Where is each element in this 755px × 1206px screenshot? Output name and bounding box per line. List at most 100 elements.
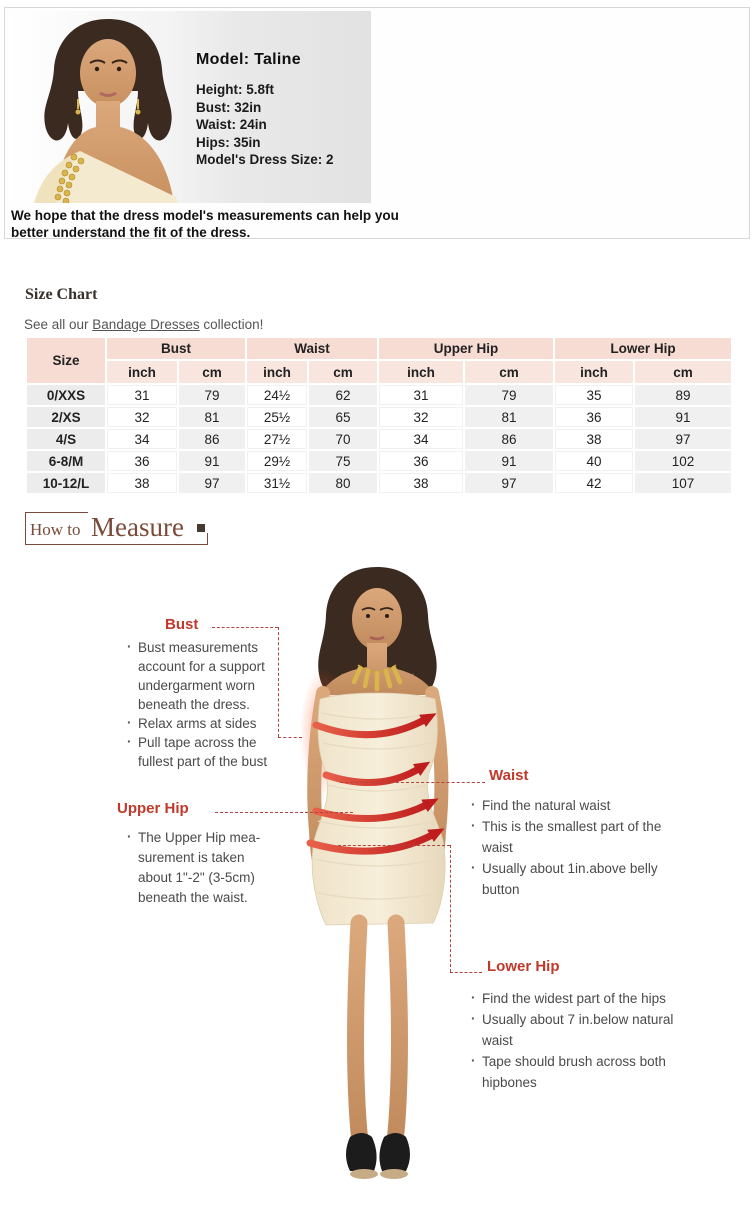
measure-tip: Relax arms at sides [126,713,276,733]
value-cell: 107 [635,473,731,493]
unit-header: cm [465,361,553,383]
value-cell: 89 [635,385,731,405]
table-header-row-1: Size Bust Waist Upper Hip Lower Hip [27,338,731,383]
value-cell: 91 [465,451,553,471]
unit-header: inch [247,361,307,383]
bandage-dresses-link[interactable]: Bandage Dresses [92,317,200,332]
value-cell: 62 [309,385,377,405]
group-header: Upper Hip [379,338,553,359]
measure-tip: Find the widest part of the hips [470,987,675,1009]
lower-hip-connector-v [450,845,451,972]
value-cell: 91 [635,407,731,427]
value-cell: 81 [179,407,245,427]
value-cell: 35 [555,385,633,405]
unit-header: inch [555,361,633,383]
value-cell: 31 [379,385,463,405]
size-cell: 4/S [27,429,105,449]
value-cell: 31½ [247,473,307,493]
value-cell: 40 [555,451,633,471]
measure-tip: The Upper Hip mea-surement is taken abou… [126,827,278,908]
model-photo-illustration [34,19,178,203]
intro-prefix: See all our [24,317,93,332]
value-cell: 36 [555,407,633,427]
measure-tip: Find the natural waist [470,794,665,816]
size-cell: 0/XXS [27,385,105,405]
value-cell: 29½ [247,451,307,471]
measure-tip: This is the smallest part of the waist [470,815,665,858]
model-box-caption: We hope that the dress model's measureme… [11,208,399,240]
value-cell: 97 [465,473,553,493]
size-chart-heading: Size Chart [25,286,98,303]
unit-header: inch [107,361,177,383]
upper-hip-arrow [312,798,439,822]
upper-hip-tips: The Upper Hip mea-surement is taken abou… [126,827,278,908]
model-bust: Bust: 32in [196,99,262,115]
group-header: Lower Hip [555,338,731,359]
value-cell: 79 [465,385,553,405]
measure-tip: Usually about 7 in.below natural waist [470,1008,675,1051]
value-cell: 38 [555,429,633,449]
table-row: 0/XXS 31 79 24½ 62 31 79 35 89 [27,385,731,405]
measure-tip: Usually about 1in.above belly button [470,857,665,900]
value-cell: 81 [465,407,553,427]
value-cell: 97 [635,429,731,449]
size-cell: 2/XS [27,407,105,427]
value-cell: 32 [107,407,177,427]
model-info-box: Model: Taline Height: 5.8ft Bust: 32in W… [4,7,750,240]
table-header-row-2: inch cm inch cm inch cm inch cm [27,361,731,383]
heading-border-left [25,512,26,545]
value-cell: 86 [179,429,245,449]
waist-connector [340,782,485,783]
how-to-text: How to [30,520,81,539]
value-cell: 86 [465,429,553,449]
value-cell: 79 [179,385,245,405]
value-cell: 38 [107,473,177,493]
size-cell: 10-12/L [27,473,105,493]
value-cell: 102 [635,451,731,471]
size-chart-table: Size Bust Waist Upper Hip Lower Hip inch cm in… [25,336,733,495]
model-photo: Model: Taline Height: 5.8ft Bust: 32in W… [8,11,371,203]
measure-model-illustration [300,567,449,1179]
model-hips: Hips: 35in [196,134,261,150]
table-row: 10-12/L 38 97 31½ 80 38 97 42 107 [27,473,731,493]
lower-hip-connector-h2 [450,972,482,973]
unit-header: cm [309,361,377,383]
measure-text: Measure [91,512,184,542]
lower-hip-tips: Find the widest part of the hipsUsually … [470,987,675,1093]
value-cell: 36 [107,451,177,471]
group-header: Waist [247,338,377,359]
value-cell: 80 [309,473,377,493]
value-cell: 31 [107,385,177,405]
value-cell: 34 [379,429,463,449]
value-cell: 34 [107,429,177,449]
value-cell: 75 [309,451,377,471]
size-column-header: Size [27,338,105,383]
value-cell: 36 [379,451,463,471]
measure-tip: Pull tape across the fullest part of the… [126,732,276,771]
unit-header: inch [379,361,463,383]
unit-header: cm [179,361,245,383]
table-row: 6-8/M 36 91 29½ 75 36 91 40 102 [27,451,731,471]
waist-label: Waist [489,767,529,784]
heading-border-tick [207,533,208,545]
lower-hip-label: Lower Hip [487,958,560,975]
table-row: 4/S 34 86 27½ 70 34 86 38 97 [27,429,731,449]
value-cell: 25½ [247,407,307,427]
bust-tips: Bust measurements account for a support … [126,637,276,771]
value-cell: 65 [309,407,377,427]
upper-hip-label: Upper Hip [117,800,189,817]
waist-tips: Find the natural waistThis is the smalle… [470,794,665,900]
measure-tip: Bust measurements account for a support … [126,637,276,714]
lower-hip-connector-h1 [338,845,450,846]
value-cell: 70 [309,429,377,449]
size-chart-intro: See all our Bandage Dresses collection! [24,317,263,332]
measure-diagram: Bust Bust measurements account for a sup… [0,545,755,1206]
bust-connector-h1 [212,627,278,628]
model-height: Height: 5.8ft [196,82,275,97]
value-cell: 42 [555,473,633,493]
group-header: Bust [107,338,245,359]
upper-hip-connector [215,812,353,813]
bust-label: Bust [165,616,199,633]
lower-hip-arrow [306,828,445,855]
